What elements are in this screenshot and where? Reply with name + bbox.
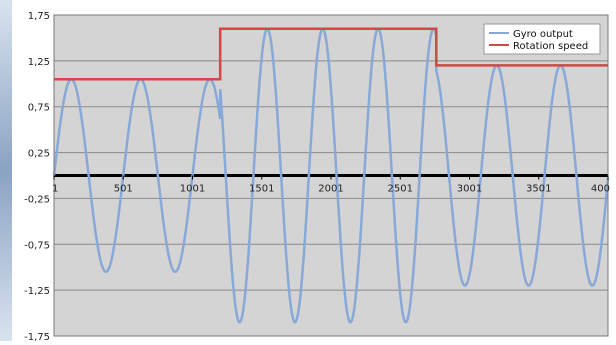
y-tick-label: -1,75: [24, 332, 50, 341]
x-tick-label: 1: [52, 184, 58, 195]
y-tick-label: 1,75: [28, 11, 50, 22]
legend-label-gyro-output: Gyro output: [513, 29, 573, 40]
x-axis: 1 501 1001 1501 2001 2501 3001 3501 400: [52, 175, 610, 195]
x-tick-label: 2501: [388, 184, 413, 195]
x-tick-label: 400: [591, 184, 610, 195]
series-rotation-speed-line: [54, 27, 608, 81]
x-tick-label: 3501: [526, 184, 551, 195]
y-tick-label: -0,25: [24, 194, 50, 205]
legend: Gyro output Rotation speed: [483, 23, 601, 55]
x-tick-label: 1501: [249, 184, 274, 195]
x-tick-label: 1001: [180, 184, 205, 195]
window-edge-strip: [0, 0, 12, 341]
y-tick-label: 0,25: [28, 149, 50, 160]
y-tick-label: 0,75: [28, 103, 50, 114]
y-tick-label: -0,75: [24, 240, 50, 251]
series-gyro-output-line: [52, 27, 610, 324]
y-tick-label: -1,25: [24, 286, 50, 297]
y-tick-label: 1,25: [28, 57, 50, 68]
legend-box: [483, 23, 601, 55]
x-tick-label: 501: [114, 184, 133, 195]
x-tick-label: 2001: [318, 184, 343, 195]
y-axis: 1,75 1,25 0,75 0,25 -0,25 -0,75 -1,25 -1,75: [24, 11, 50, 343]
legend-label-rotation-speed: Rotation speed: [513, 41, 588, 52]
x-tick-label: 3001: [457, 184, 482, 195]
